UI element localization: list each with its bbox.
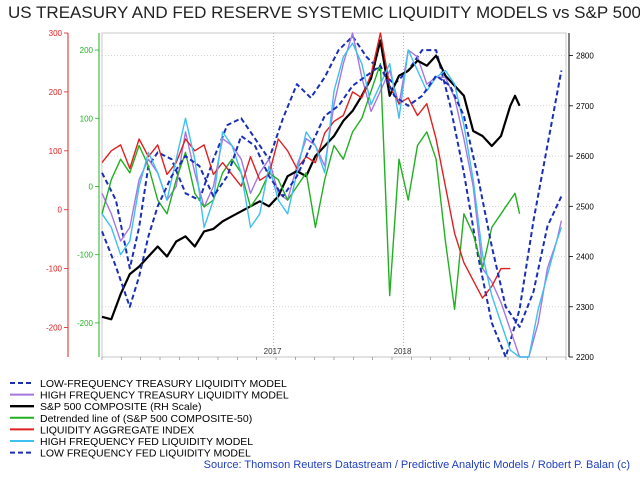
left-red-tick-label: 300 <box>49 29 63 38</box>
left-red-tick-label: -100 <box>46 265 63 274</box>
left-green-tick-label: 0 <box>89 182 94 191</box>
legend: LOW-FREQUENCY TREASURY LIQUIDITY MODELHI… <box>10 378 289 460</box>
legend-label: LOW-FREQUENCY TREASURY LIQUIDITY MODEL <box>40 378 287 390</box>
right-tick-label: 2700 <box>576 102 594 111</box>
left-green-tick-label: -200 <box>77 319 94 328</box>
right-tick-label: 2300 <box>576 303 594 312</box>
series-line-5 <box>101 42 563 358</box>
x-tick-label: 2018 <box>394 347 412 356</box>
right-tick-label: 2800 <box>576 52 594 61</box>
series-line-1 <box>101 32 563 358</box>
legend-label: S&P 500 COMPOSITE (RH Scale) <box>40 401 201 413</box>
legend-label: Detrended line of (S&P 500 COMPOSITE-50) <box>40 413 252 425</box>
left-red-tick-label: 100 <box>49 147 63 156</box>
series-line-6 <box>101 64 563 328</box>
series-line-0 <box>101 35 563 358</box>
left-green-tick-label: 200 <box>80 46 94 55</box>
series-line-2 <box>101 39 521 321</box>
legend-label: LIQUIDITY AGGREGATE INDEX <box>40 424 194 436</box>
right-tick-label: 2600 <box>576 152 594 161</box>
legend-label: LOW FREQUENCY FED LIQUIDITY MODEL <box>40 448 251 460</box>
left-green-tick-label: 100 <box>80 114 94 123</box>
legend-label: HIGH FREQUENCY TREASURY LIQUIDITY MODEL <box>40 390 289 402</box>
axes: 2017 2018 2800 2700 2600 2500 2400 2300 2200 300 2… <box>46 29 594 362</box>
source-note: Source: Thomson Reuters Datastream / Pre… <box>203 459 630 471</box>
left-red-tick-label: 0 <box>58 206 63 215</box>
right-tick-label: 2200 <box>576 353 594 362</box>
series-layer <box>101 32 563 358</box>
left-red-tick-label: 200 <box>49 88 63 97</box>
series-line-3 <box>101 63 521 310</box>
x-tick-label: 2017 <box>264 347 282 356</box>
right-tick-label: 2500 <box>576 202 594 211</box>
legend-label: HIGH FREQUENCY FED LIQUIDITY MODEL <box>40 436 253 448</box>
chart-title: US TREASURY AND FED RESERVE SYSTEMIC LIQ… <box>8 3 640 22</box>
left-green-tick-label: -100 <box>77 251 94 260</box>
series-line-4 <box>101 32 511 299</box>
left-red-tick-label: -200 <box>46 324 63 333</box>
right-tick-label: 2400 <box>576 253 594 262</box>
